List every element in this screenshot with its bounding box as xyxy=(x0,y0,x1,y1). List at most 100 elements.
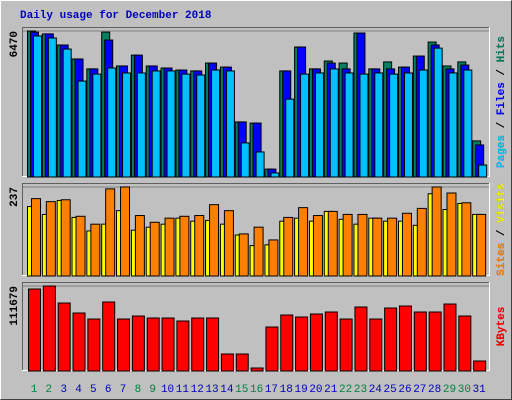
bar xyxy=(136,72,146,178)
legend-entry: Visits xyxy=(496,183,508,223)
bar xyxy=(90,223,101,277)
x-tick-label: 2 xyxy=(46,384,53,396)
bar xyxy=(431,186,442,277)
bar xyxy=(253,226,264,277)
bar xyxy=(120,186,131,277)
x-tick-label: 11 xyxy=(176,384,190,396)
x-tick-label: 1 xyxy=(31,384,38,396)
bar xyxy=(463,69,473,178)
x-tick-label: 6 xyxy=(105,384,112,396)
x-tick-label: 4 xyxy=(75,384,82,396)
legend-entry: KBytes xyxy=(496,307,508,347)
bar xyxy=(309,313,323,372)
bar xyxy=(57,302,71,372)
bar xyxy=(166,70,176,178)
bar xyxy=(238,233,249,277)
bar xyxy=(102,301,116,372)
bar xyxy=(312,215,323,277)
bar xyxy=(344,72,354,178)
bar xyxy=(117,318,131,372)
bar xyxy=(387,217,398,277)
bar xyxy=(418,69,428,178)
bar xyxy=(413,311,427,372)
bar xyxy=(72,312,86,372)
bar xyxy=(176,320,190,372)
bar xyxy=(31,198,41,277)
bar xyxy=(206,317,220,372)
bar xyxy=(372,217,383,277)
bar xyxy=(448,72,458,178)
bar xyxy=(476,213,487,277)
legend: KBytes xyxy=(496,307,508,347)
bar xyxy=(398,305,412,372)
bar xyxy=(28,288,41,372)
bar xyxy=(146,317,160,372)
x-tick-label: 18 xyxy=(280,384,293,396)
bar xyxy=(265,326,279,372)
legend-separator: / xyxy=(496,223,508,243)
bar xyxy=(327,210,338,277)
bar xyxy=(196,74,206,178)
bar xyxy=(134,215,145,277)
x-tick-label: 23 xyxy=(354,384,367,396)
bar xyxy=(92,73,102,178)
bar xyxy=(389,73,399,178)
x-tick-label: 30 xyxy=(458,384,471,396)
bar xyxy=(62,48,72,178)
bar xyxy=(122,72,132,178)
bar xyxy=(194,215,205,277)
bar xyxy=(324,311,338,372)
x-tick-label: 14 xyxy=(220,384,234,396)
bar xyxy=(209,204,220,277)
plot-bevel-dark xyxy=(22,27,490,177)
bar xyxy=(300,73,310,178)
x-tick-label: 21 xyxy=(324,384,338,396)
bar xyxy=(223,210,234,277)
bar xyxy=(433,47,443,178)
bar xyxy=(403,72,413,178)
bar xyxy=(295,316,309,372)
bar xyxy=(161,317,175,372)
legend-entry: Hits xyxy=(496,36,508,62)
bar xyxy=(33,35,42,178)
bar xyxy=(75,215,86,277)
bar xyxy=(179,215,190,277)
bar xyxy=(240,142,250,178)
x-tick-label: 13 xyxy=(205,384,218,396)
bar xyxy=(339,318,353,372)
bar xyxy=(211,69,221,178)
chart-title: Daily usage for December 2018 xyxy=(20,10,212,22)
legend-entry: Files xyxy=(496,82,508,115)
legend-entry: Sites xyxy=(496,243,508,276)
bar xyxy=(478,164,488,178)
x-tick-label: 3 xyxy=(60,384,67,396)
bar xyxy=(131,315,145,372)
bar xyxy=(384,307,398,372)
bar xyxy=(446,192,457,277)
bar xyxy=(255,151,265,178)
y-tick-label: 6470 xyxy=(9,31,21,57)
bar xyxy=(473,360,487,372)
x-tick-label: 10 xyxy=(161,384,174,396)
x-tick-label: 24 xyxy=(369,384,383,396)
bar xyxy=(60,199,71,277)
bar xyxy=(87,318,101,372)
legend-entry: Pages xyxy=(496,135,508,168)
bar xyxy=(359,73,369,178)
x-tick-label: 28 xyxy=(428,384,441,396)
bar xyxy=(298,207,309,277)
x-tick-label: 15 xyxy=(235,384,248,396)
bar xyxy=(458,315,472,372)
x-tick-label: 5 xyxy=(90,384,97,396)
x-tick-label: 19 xyxy=(294,384,307,396)
bar xyxy=(270,172,280,178)
bar xyxy=(220,353,234,372)
bar xyxy=(401,212,412,277)
bar xyxy=(151,70,161,178)
x-tick-label: 17 xyxy=(265,384,278,396)
bar xyxy=(342,213,353,277)
bar xyxy=(428,311,442,372)
bar xyxy=(329,68,339,178)
x-tick-label: 20 xyxy=(309,384,322,396)
